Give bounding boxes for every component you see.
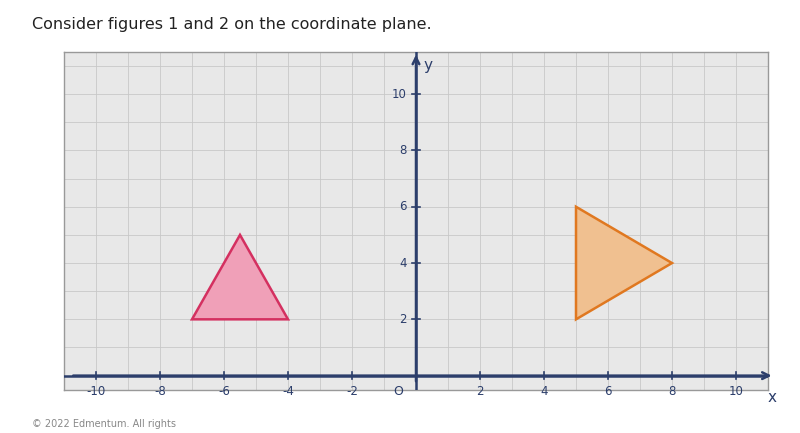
Text: x: x [768, 390, 777, 405]
Text: -8: -8 [154, 385, 166, 398]
Text: 6: 6 [604, 385, 612, 398]
Text: 2: 2 [476, 385, 484, 398]
Text: 6: 6 [399, 200, 406, 213]
Text: 8: 8 [399, 144, 406, 157]
Text: y: y [424, 58, 433, 73]
Text: -4: -4 [282, 385, 294, 398]
Text: 4: 4 [540, 385, 548, 398]
Text: Consider figures 1 and 2 on the coordinate plane.: Consider figures 1 and 2 on the coordina… [32, 17, 432, 32]
Polygon shape [192, 235, 288, 320]
Polygon shape [576, 207, 672, 320]
Text: © 2022 Edmentum. All rights: © 2022 Edmentum. All rights [32, 419, 176, 429]
Text: 2: 2 [399, 313, 406, 326]
Text: 2: 2 [226, 284, 234, 298]
Text: O: O [394, 385, 403, 398]
Text: 10: 10 [729, 385, 743, 398]
Text: 10: 10 [391, 87, 406, 101]
Text: -10: -10 [86, 385, 106, 398]
Text: -2: -2 [346, 385, 358, 398]
Text: 8: 8 [668, 385, 676, 398]
Text: -6: -6 [218, 385, 230, 398]
Text: 4: 4 [399, 256, 406, 270]
Text: 1: 1 [610, 250, 619, 265]
